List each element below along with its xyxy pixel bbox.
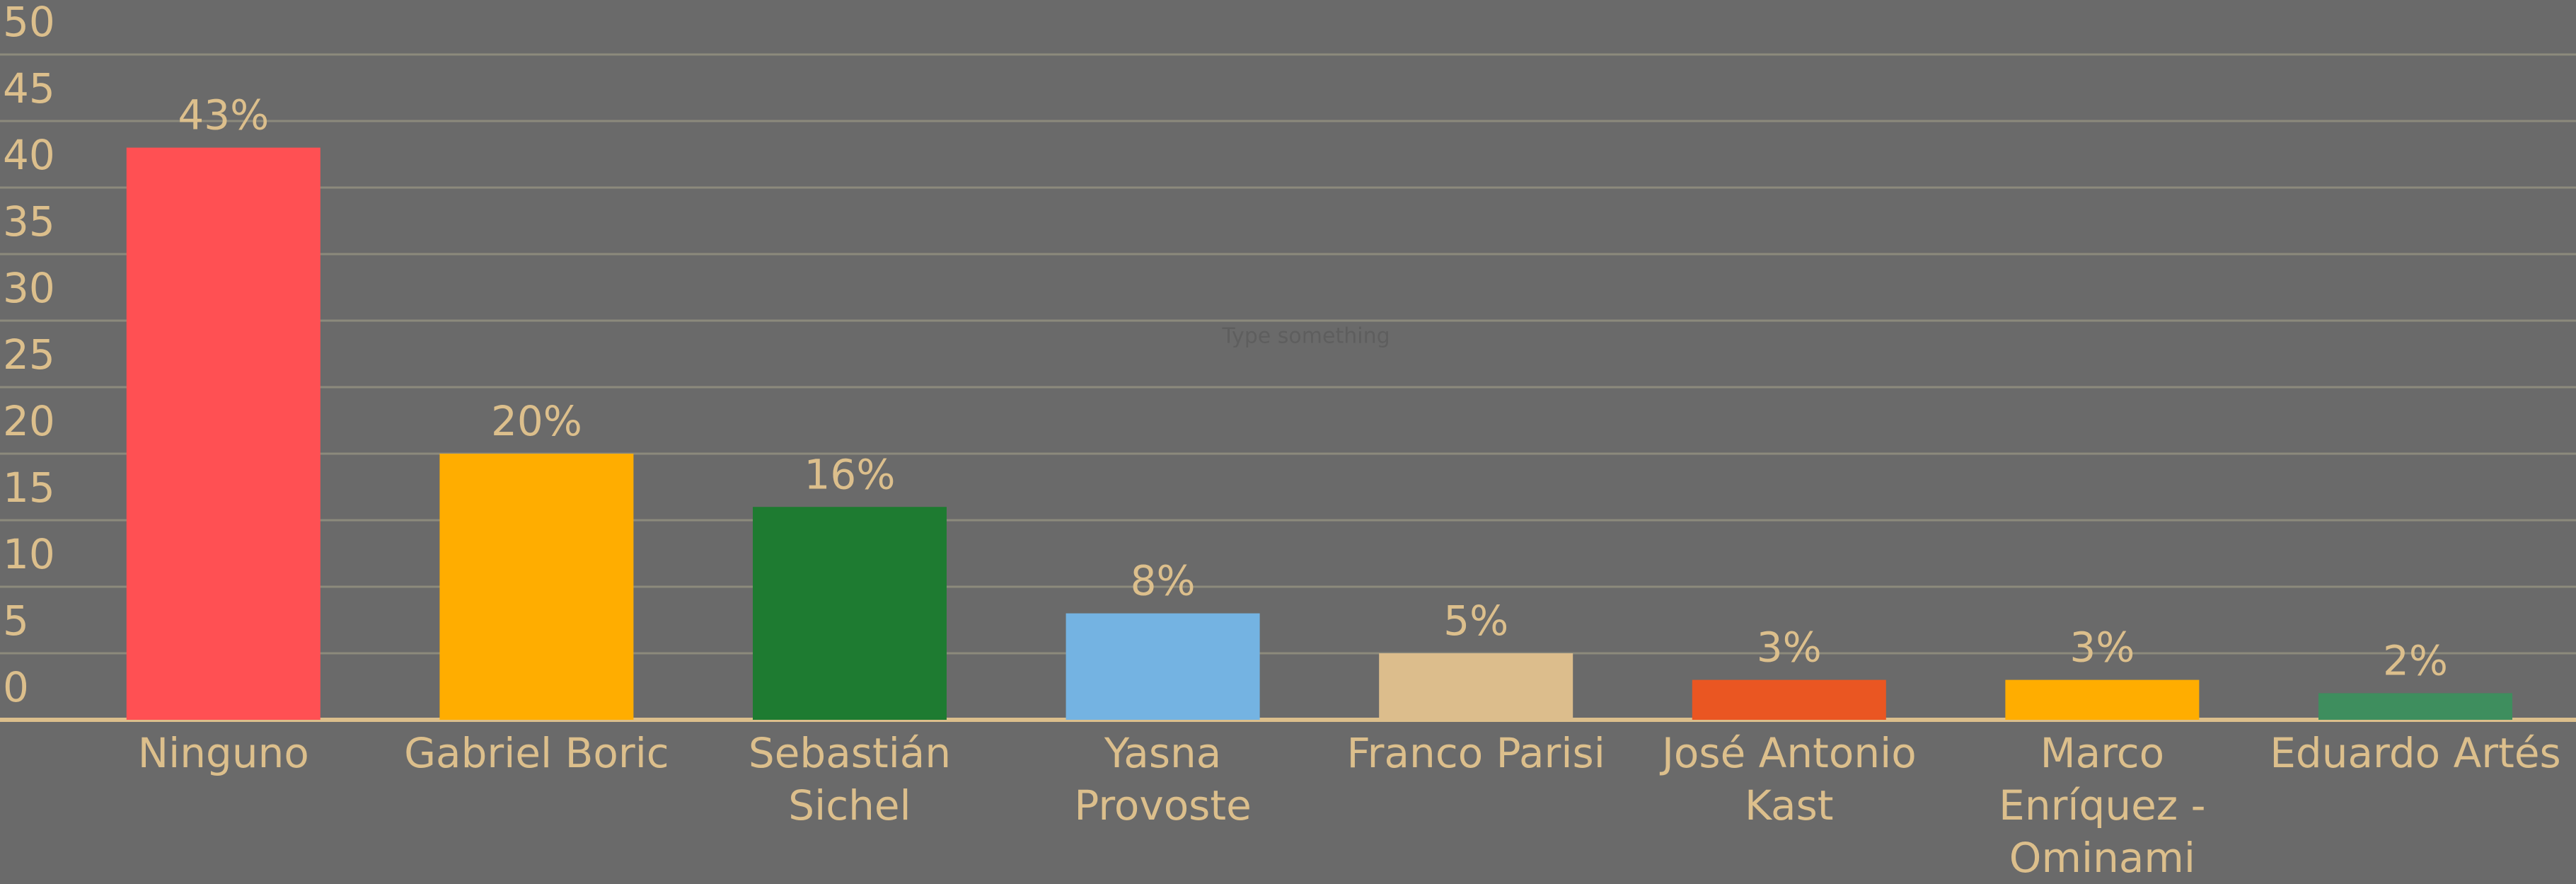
x-tick-label: Sebastián Sichel bbox=[748, 729, 952, 830]
x-tick-label: Eduardo Artés bbox=[2270, 729, 2561, 777]
y-tick-label: 25 bbox=[3, 331, 55, 379]
y-tick-label: 40 bbox=[3, 131, 55, 179]
y-tick-label: 20 bbox=[3, 397, 55, 445]
x-tick-label: Yasna Provoste bbox=[1074, 729, 1252, 830]
x-tick-label: José Antonio Kast bbox=[1661, 729, 1917, 830]
value-label: 16% bbox=[804, 450, 896, 498]
y-tick-label: 45 bbox=[3, 64, 55, 113]
x-tick-label: Ninguno bbox=[137, 729, 309, 777]
y-tick-label: 30 bbox=[3, 264, 55, 312]
value-label: 2% bbox=[2383, 637, 2448, 685]
bar bbox=[439, 454, 634, 720]
value-label: 20% bbox=[491, 397, 582, 445]
value-label: 8% bbox=[1131, 557, 1196, 605]
value-label: 3% bbox=[2069, 624, 2135, 672]
x-tick-label: Marco Enríquez - Ominami bbox=[1999, 729, 2206, 882]
bar bbox=[2318, 693, 2512, 720]
bar bbox=[1065, 613, 1260, 720]
x-tick-label: Gabriel Boric bbox=[404, 729, 669, 777]
y-tick-label: 35 bbox=[3, 197, 55, 246]
bar bbox=[2005, 679, 2200, 720]
y-tick-label: 10 bbox=[3, 530, 55, 578]
value-label: 5% bbox=[1443, 597, 1508, 645]
y-tick-label: 0 bbox=[3, 663, 29, 711]
y-tick-label: 5 bbox=[3, 597, 29, 645]
bar bbox=[1692, 679, 1886, 720]
x-tick-label: Franco Parisi bbox=[1346, 729, 1605, 777]
annotation: Type something bbox=[1221, 324, 1390, 349]
value-label: 43% bbox=[178, 91, 269, 139]
y-tick-label: 50 bbox=[3, 0, 55, 46]
y-tick-label: 15 bbox=[3, 464, 55, 512]
value-label: 3% bbox=[1757, 624, 1822, 672]
bar bbox=[126, 147, 320, 721]
bar bbox=[1379, 653, 1573, 720]
bar bbox=[753, 507, 947, 720]
